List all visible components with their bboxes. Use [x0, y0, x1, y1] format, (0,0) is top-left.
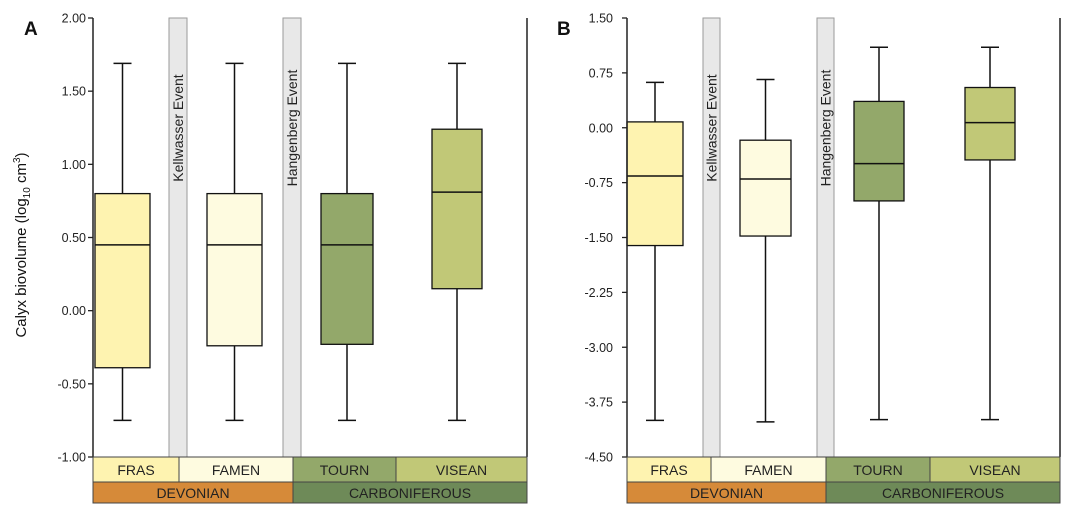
box-iqr — [626, 121, 684, 247]
box-iqr — [739, 139, 792, 237]
box-fras — [94, 62, 151, 422]
y-tick-label: -2.25 — [585, 286, 614, 300]
box-fras — [626, 81, 684, 422]
stage-cell — [92, 456, 180, 483]
stage-label: VISEAN — [969, 462, 1020, 478]
box-iqr — [206, 192, 263, 347]
y-axis-label: Calyx biovolume (log10 cm3) — [12, 152, 33, 337]
y-tick-label: -1.50 — [585, 231, 614, 245]
y-tick-label: 0.00 — [589, 121, 613, 135]
period-cell — [825, 481, 1061, 504]
stage-label: VISEAN — [436, 462, 487, 478]
stage-cell — [626, 456, 712, 483]
box-iqr — [853, 100, 905, 202]
y-tick-label: -3.00 — [585, 341, 614, 355]
event-label: Kellwasser Event — [704, 74, 720, 181]
y-tick-label: 1.50 — [589, 12, 613, 26]
y-tick-label: -4.50 — [585, 451, 614, 465]
box-iqr — [431, 128, 483, 290]
y-tick-label: -1.00 — [58, 451, 87, 465]
stage-label: FAMEN — [212, 462, 260, 478]
panel-letter: A — [24, 19, 38, 40]
box-iqr — [94, 192, 151, 369]
stage-label: FRAS — [117, 462, 154, 478]
stage-label: FAMEN — [744, 462, 792, 478]
box-famen — [739, 78, 792, 423]
stage-label: TOURN — [853, 462, 903, 478]
y-tick-label: -0.50 — [58, 377, 87, 391]
box-tourn — [853, 46, 905, 421]
stage-cell — [292, 456, 397, 483]
y-tick-label: 1.00 — [62, 158, 86, 172]
box-iqr — [320, 192, 374, 345]
y-tick-label: 0.00 — [62, 304, 86, 318]
stage-cell — [929, 456, 1061, 483]
y-tick-label: 1.50 — [62, 85, 86, 99]
period-label: DEVONIAN — [690, 485, 763, 501]
panel-letter: B — [557, 19, 571, 40]
y-tick-label: 2.00 — [62, 12, 86, 26]
box-visean — [964, 46, 1016, 421]
period-label: CARBONIFEROUS — [349, 485, 471, 501]
stage-label: FRAS — [650, 462, 687, 478]
box-visean — [431, 62, 483, 422]
period-cell — [292, 481, 528, 504]
panel-b: Kellwasser Event Hangenberg Event 1.50 0.75… — [557, 12, 1061, 504]
box-famen — [206, 62, 263, 422]
event-label: Hangenberg Event — [284, 70, 300, 187]
period-label: DEVONIAN — [156, 485, 229, 501]
stage-cell — [178, 456, 294, 483]
stage-label: TOURN — [320, 462, 370, 478]
event-label: Hangenberg Event — [818, 70, 834, 187]
period-label: CARBONIFEROUS — [882, 485, 1004, 501]
event-label: Kellwasser Event — [170, 74, 186, 181]
box-tourn — [320, 62, 374, 422]
y-tick-label: 0.75 — [589, 66, 613, 80]
y-tick-label: 0.50 — [62, 231, 86, 245]
panel-a: Kellwasser Event Hangenberg Event 2.00 1.50… — [12, 12, 528, 504]
y-tick-label: -0.75 — [585, 176, 614, 190]
box-iqr — [964, 86, 1016, 161]
y-tick-label: -3.75 — [585, 396, 614, 410]
